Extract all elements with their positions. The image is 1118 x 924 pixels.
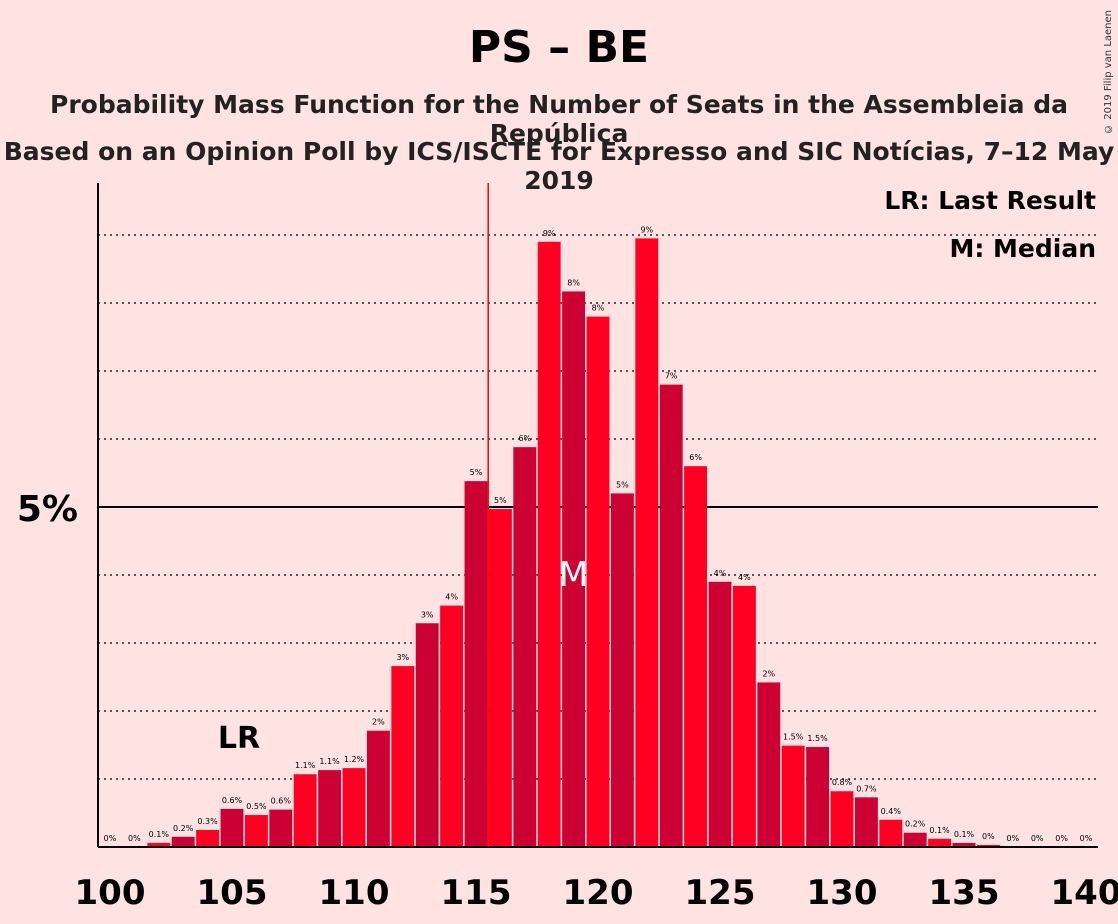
bar-label: 1.1% [319,757,340,766]
bar [732,585,756,847]
bar-label: 7% [665,372,678,381]
bar [928,838,952,847]
bar-label: 0% [1055,834,1068,843]
bar-label: 9% [640,225,653,234]
x-tick-label: 120 [563,873,634,913]
bar [757,682,781,847]
bar-labels: 0% 0% 0.1%0.2%0.3%0.6%0.5%0.6%1.1% 1.1% 1.2%… [104,225,1093,843]
bar-label: 0% [1006,834,1019,843]
chart-title: PS – BE [468,22,650,73]
bar-label: 0% [104,834,117,843]
bar-label: 6% [518,434,531,443]
bar-label: 4% [445,593,458,602]
bar [562,291,586,847]
bar-label: 0% [128,834,141,843]
bar-label: 2% [762,669,775,678]
bar [781,745,805,847]
last-result-label: LR [218,721,260,756]
axes [97,183,1098,848]
annotations: LR M LR: Last Result M: Median [218,183,1096,847]
x-tick-label: 140 [1051,873,1118,913]
bar-label: 1.5% [807,734,828,743]
bar [537,241,561,848]
bar-label: 3% [421,610,434,619]
legend-last-result: LR: Last Result [884,186,1096,215]
x-tick-label: 100 [75,873,146,913]
bar-label: 0.7% [856,784,877,793]
x-tick-label: 130 [807,873,878,913]
bar [854,797,878,847]
bar [488,509,512,847]
bar [635,238,659,847]
bar-label: 1.2% [344,755,365,764]
bar-label: 0.1% [929,826,950,835]
bar [586,316,610,848]
bar [903,832,927,847]
bar-label: 0.6% [222,796,243,805]
x-tick-label: 105 [197,873,268,913]
bar-label: 0.6% [271,797,292,806]
bar-label: 8% [567,278,580,287]
bar [513,447,537,847]
bar-label: 2% [372,718,385,727]
bar-label: 1.5% [783,733,804,742]
bar-label: 3% [396,653,409,662]
bar [391,666,415,847]
bar-label: 1.1% [295,761,316,770]
bar [196,830,220,847]
x-tick-label: 110 [319,873,390,913]
bar-label: 0.8% [832,778,853,787]
bar-label: 0.5% [246,802,267,811]
bar [952,842,976,847]
bar [440,605,464,847]
chart-subtitle-source: Based on an Opinion Poll by ICS/ISCTE fo… [3,137,1115,195]
bar-label: 6% [689,453,702,462]
bar [610,493,634,847]
bar [269,809,293,847]
bar [171,836,195,847]
tick-labels: 5% 100 105 110 115 120 125 130 135 140 [17,489,1118,913]
bar-label: 0% [1031,834,1044,843]
bar [464,481,488,847]
bar-label: 0.1% [954,830,975,839]
bar [708,581,732,847]
bars [147,238,1000,848]
bar [342,768,366,847]
x-tick-label: 135 [929,873,1000,913]
bar [318,770,342,847]
chart-subtitle: Probability Mass Function for the Number… [50,90,1068,148]
bar-label: 0.4% [881,807,902,816]
bar-label: 0% [1080,834,1093,843]
legend-median: M: Median [949,234,1096,263]
bar [806,747,830,847]
bar [976,844,1000,847]
bar [220,808,244,847]
bar [366,730,390,847]
bar-label: 5% [616,480,629,489]
bar [147,842,171,847]
bar [684,466,708,847]
bar-label: 4% [738,573,751,582]
bar [244,815,268,847]
bar-label: 4% [714,569,727,578]
bar-label: 9% [543,229,556,238]
bar-label: 0% [982,832,995,841]
x-tick-label: 115 [441,873,512,913]
bar-label: 0.2% [173,824,194,833]
y-tick-label: 5% [17,489,78,530]
median-marker: M [559,555,588,595]
bar-label: 0.3% [197,817,218,826]
bar [879,819,903,847]
bar-label: 8% [592,304,605,313]
bar-label: 0.1% [149,830,170,839]
x-tick-label: 125 [685,873,756,913]
bar-label: 5% [494,496,507,505]
bar [415,623,439,847]
bar [293,774,317,847]
bar-label: 5% [470,468,483,477]
bar [659,384,683,847]
bar-label: 0.2% [905,820,926,829]
bar [830,791,854,847]
